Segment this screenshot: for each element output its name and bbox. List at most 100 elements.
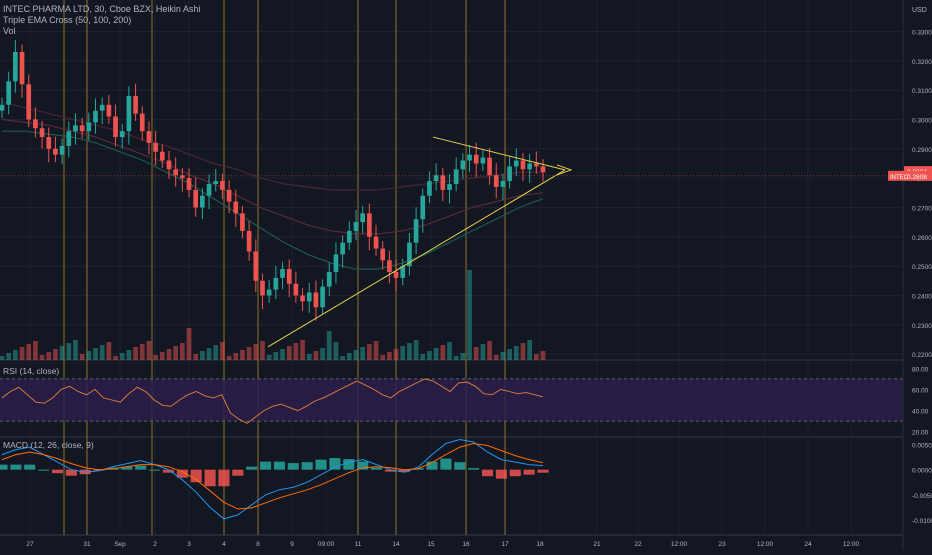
candle-body bbox=[126, 96, 132, 132]
candle-body bbox=[86, 122, 92, 132]
volume-bar bbox=[353, 350, 359, 360]
volume-bar bbox=[166, 349, 172, 360]
volume-bar bbox=[360, 347, 366, 360]
volume-bar bbox=[186, 328, 192, 360]
candle-body bbox=[453, 169, 459, 184]
candle-body bbox=[460, 160, 466, 170]
macd-histogram-bar bbox=[343, 459, 355, 470]
candle-body bbox=[6, 81, 12, 105]
volume-bar bbox=[487, 341, 492, 360]
time-tick-label: 09:00 bbox=[318, 541, 335, 548]
volume-bar bbox=[179, 343, 185, 360]
volume-bar bbox=[126, 350, 132, 360]
volume-bar bbox=[293, 343, 299, 360]
rsi-tick-label: 60.00 bbox=[912, 387, 929, 394]
candle-body bbox=[186, 178, 192, 190]
volume-bar bbox=[159, 352, 165, 360]
volume-bar bbox=[233, 353, 239, 360]
time-tick-label: 14 bbox=[392, 541, 400, 548]
price-tick-label: 0.3200 bbox=[912, 59, 932, 66]
candle-body bbox=[59, 145, 65, 155]
time-tick-label: 22 bbox=[634, 541, 642, 548]
candle-body bbox=[19, 52, 25, 85]
candle-body bbox=[346, 230, 352, 243]
volume-bar bbox=[6, 353, 12, 360]
candle-body bbox=[66, 131, 72, 146]
macd-histogram-bar bbox=[287, 463, 299, 470]
macd-histogram-bar bbox=[523, 469, 535, 475]
candle-body bbox=[447, 184, 452, 190]
volume-bar bbox=[333, 342, 339, 360]
candle-body bbox=[326, 272, 332, 287]
candle-body bbox=[39, 128, 45, 138]
volume-bar bbox=[240, 350, 245, 360]
candle-body bbox=[99, 104, 105, 111]
macd-histogram-bar bbox=[273, 461, 285, 470]
macd-histogram-bar bbox=[149, 469, 161, 471]
rsi-band bbox=[0, 378, 903, 422]
macd-tick-label: -0.0100 bbox=[912, 518, 932, 525]
volume-bar bbox=[433, 348, 439, 360]
volume-bar bbox=[520, 343, 526, 360]
macd-histogram-bar bbox=[260, 461, 272, 470]
candle-body bbox=[480, 157, 486, 164]
volume-bar bbox=[200, 351, 205, 360]
volume-bar bbox=[266, 355, 272, 360]
volume-bar bbox=[113, 356, 118, 360]
candle-body bbox=[146, 131, 152, 143]
macd-histogram-bar bbox=[370, 467, 383, 470]
macd-histogram-bar bbox=[10, 464, 22, 470]
candle-body bbox=[500, 181, 506, 187]
volume-bar bbox=[206, 348, 212, 360]
candle-body bbox=[400, 266, 406, 278]
macd-histogram-bar bbox=[246, 466, 258, 470]
volume-bar bbox=[246, 347, 252, 360]
volume-bar bbox=[413, 340, 419, 360]
macd-histogram-bar bbox=[454, 462, 466, 470]
candle-body bbox=[113, 116, 118, 138]
candle-body bbox=[286, 269, 292, 284]
time-tick-label: 8 bbox=[256, 541, 260, 548]
volume-bar bbox=[153, 355, 158, 360]
candle-body bbox=[200, 195, 205, 208]
candle-body bbox=[360, 213, 366, 223]
rsi-tick-label: 40.00 bbox=[912, 409, 929, 416]
candle-body bbox=[73, 125, 78, 132]
volume-bar bbox=[19, 347, 25, 360]
candle-body bbox=[119, 131, 125, 138]
candle-body bbox=[407, 242, 412, 267]
volume-bar bbox=[39, 355, 45, 360]
volume-bar bbox=[447, 342, 452, 360]
candle-body bbox=[533, 163, 539, 167]
candle-body bbox=[420, 195, 426, 220]
macd-histogram-bar bbox=[329, 458, 341, 470]
chart-title: INTEC PHARMA LTD, 30, Cboe BZX, Heikin A… bbox=[3, 4, 201, 14]
macd-histogram-bar bbox=[426, 461, 438, 470]
rsi-line bbox=[1, 378, 544, 424]
macd-tick-label: 0.0050 bbox=[912, 443, 932, 450]
volume-bar bbox=[387, 352, 392, 360]
volume-bar bbox=[493, 355, 499, 360]
candle-body bbox=[293, 283, 299, 296]
ema-legend[interactable]: Triple EMA Cross (50, 100, 200) bbox=[3, 15, 132, 25]
macd-histogram-bar bbox=[509, 469, 521, 477]
currency-label: USD bbox=[912, 7, 927, 14]
volume-bar bbox=[46, 352, 52, 360]
candle-body bbox=[226, 189, 232, 202]
macd-histogram-bar bbox=[357, 461, 369, 470]
rsi-legend[interactable]: RSI (14, close) bbox=[3, 366, 60, 376]
volume-legend[interactable]: Vol bbox=[3, 26, 16, 36]
candle-body bbox=[507, 166, 512, 182]
macd-tick-label: 0.0000 bbox=[912, 468, 932, 475]
time-tick-label: 17 bbox=[501, 541, 509, 548]
volume-bar bbox=[119, 353, 125, 360]
time-tick-label: 16 bbox=[462, 541, 470, 548]
volume-bar bbox=[540, 351, 546, 360]
candle-body bbox=[300, 295, 305, 302]
macd-legend[interactable]: MACD (12, 26, close, 9) bbox=[3, 440, 94, 450]
ema100-line bbox=[1, 118, 544, 235]
price-tick-label: 0.2600 bbox=[912, 235, 932, 242]
candle-body bbox=[233, 201, 239, 214]
